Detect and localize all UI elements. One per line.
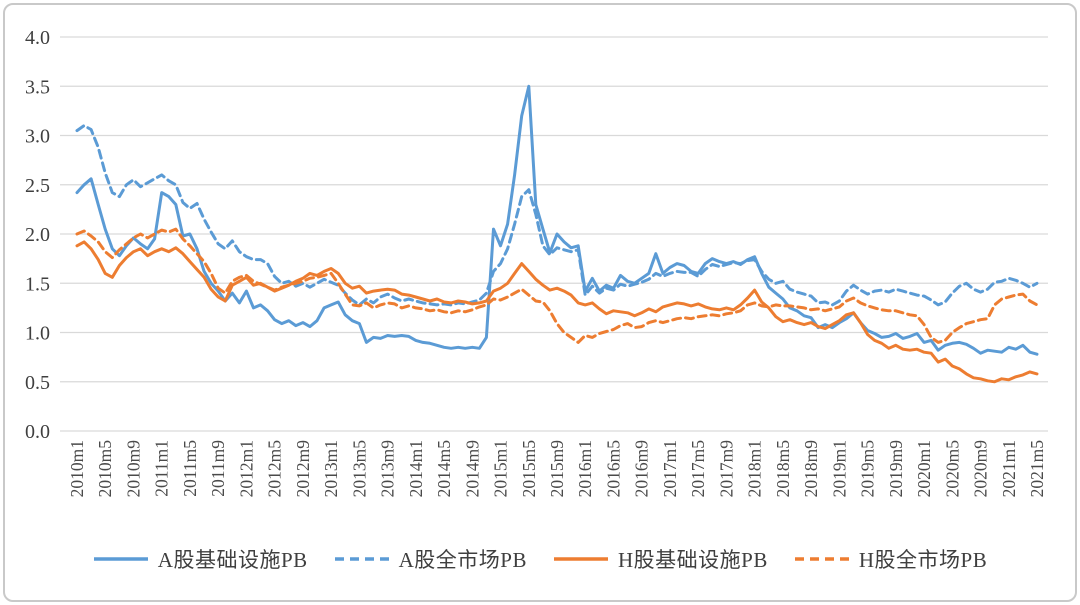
x-axis-tick-label: 2012m9 — [293, 440, 313, 498]
x-axis-tick-label: 2014m1 — [406, 440, 426, 497]
x-axis-tick-label: 2013m9 — [378, 440, 398, 498]
x-axis-tick-label: 2017m9 — [716, 440, 736, 498]
legend-item-h-market: H股全市场PB — [794, 544, 987, 574]
x-axis-tick-label: 2016m9 — [632, 440, 652, 498]
x-axis-tick-label: 2010m1 — [67, 440, 87, 497]
x-axis-tick-label: 2020m5 — [942, 440, 962, 498]
x-axis-tick-label: 2014m5 — [434, 440, 454, 498]
x-axis-tick-label: 2015m1 — [491, 440, 511, 497]
y-axis-tick-label: 1.0 — [25, 323, 50, 345]
x-axis-tick-label: 2020m1 — [914, 440, 934, 497]
x-axis-tick-label: 2021m1 — [999, 440, 1019, 497]
x-axis-tick-label: 2017m5 — [688, 440, 708, 498]
x-axis-tick-label: 2021m5 — [1027, 440, 1047, 498]
plot-area: 4.0 3.5 3.0 2.5 2.0 1.5 1.0 0.5 0.0 2010m1 2010m5 2… — [25, 27, 1048, 498]
x-axis-tick-label: 2018m9 — [801, 440, 821, 498]
x-axis-tick-label: 2011m5 — [180, 440, 200, 497]
legend-item-a-market: A股全市场PB — [334, 544, 527, 574]
series-line-dashed-blue — [75, 124, 1039, 307]
x-axis-tick-label: 2018m5 — [773, 440, 793, 498]
x-axis-tick-label: 2019m1 — [829, 440, 849, 497]
x-axis-tick-label: 2013m1 — [321, 440, 341, 497]
legend-line-dashed-orange — [794, 557, 849, 561]
legend-line-solid-blue — [93, 557, 148, 561]
x-axis-tick-label: 2013m5 — [349, 440, 369, 498]
legend-item-h-infra: H股基础设施PB — [553, 544, 768, 574]
series-line-solid-orange — [75, 240, 1039, 384]
y-axis-tick-label: 1.5 — [25, 273, 50, 295]
x-axis-tick-label: 2011m1 — [152, 440, 172, 497]
x-axis-tick-label: 2015m9 — [547, 440, 567, 498]
series-line-solid-blue — [75, 84, 1039, 356]
legend-line-solid-orange — [554, 557, 608, 561]
y-axis-tick-label: 0.0 — [25, 421, 50, 443]
x-axis-tick-label: 2019m9 — [886, 440, 906, 498]
y-axis-tick-label: 3.0 — [25, 126, 50, 148]
y-axis-tick-label: 2.0 — [25, 224, 50, 246]
series-line-dashed-orange — [75, 227, 1039, 344]
x-axis-tick-label: 2016m1 — [575, 440, 595, 497]
x-axis-tick-label: 2019m5 — [858, 440, 878, 498]
y-axis-tick-label: 4.0 — [25, 27, 50, 49]
x-axis-tick-label: 2010m5 — [95, 440, 115, 498]
x-axis-tick-label: 2012m5 — [265, 440, 285, 498]
legend-label: A股基础设施PB — [157, 548, 308, 572]
legend-label: H股全市场PB — [858, 548, 988, 572]
y-axis-tick-label: 0.5 — [25, 372, 50, 394]
x-axis-tick-label: 2015m5 — [519, 440, 539, 498]
legend-label: A股全市场PB — [398, 548, 527, 572]
x-axis-tick-label: 2016m5 — [603, 440, 623, 498]
x-axis-tick-label: 2018m1 — [745, 440, 765, 497]
x-axis-tick-label: 2017m1 — [660, 440, 680, 497]
y-axis-tick-label: 3.5 — [25, 76, 50, 98]
legend-line-dashed-blue — [334, 557, 389, 561]
x-axis-tick-label: 2010m9 — [123, 440, 143, 498]
y-axis-tick-label: 2.5 — [25, 175, 50, 197]
legend-label: H股基础设施PB — [618, 548, 768, 572]
x-axis-tick-label: 2012m1 — [236, 440, 256, 497]
x-axis-tick-label: 2014m9 — [462, 440, 482, 498]
chart-legend: A股基础设施PB A股全市场PB H股基础设施PB H股全市场PB — [0, 536, 1080, 582]
legend-item-a-infra: A股基础设施PB — [93, 544, 308, 574]
x-axis-tick-label: 2011m9 — [208, 440, 228, 497]
x-axis-tick-label: 2020m9 — [971, 440, 991, 498]
